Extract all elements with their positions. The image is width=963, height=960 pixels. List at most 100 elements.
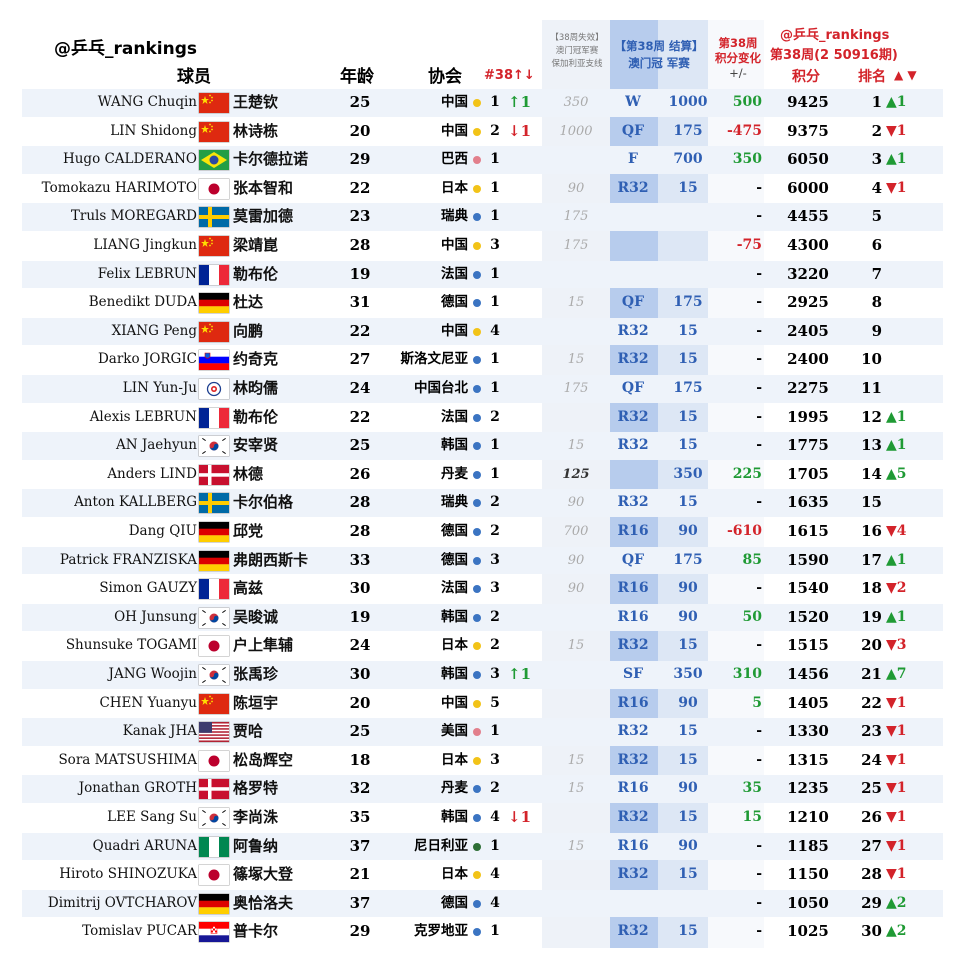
table-row: AN Jaehyun 安宰贤 25 韩国 1 15 R32 15 - 1775 13 ▲1 bbox=[22, 432, 943, 461]
association-dot-icon bbox=[473, 242, 481, 250]
points-change: 310 bbox=[732, 666, 762, 682]
germany-flag-icon bbox=[199, 293, 229, 314]
china-flag-icon bbox=[199, 321, 229, 342]
total-points: 2405 bbox=[787, 321, 829, 340]
player-age: 29 bbox=[349, 150, 371, 169]
germany-flag-icon bbox=[199, 893, 229, 914]
player-age: 20 bbox=[349, 693, 371, 712]
table-row: Quadri ARUNA 阿鲁纳 37 尼日利亚 1 15 R16 90 - 1185 27 ▼1 bbox=[22, 832, 943, 862]
player-association: 德国 bbox=[441, 523, 468, 539]
rank-number: 1 bbox=[871, 93, 882, 111]
points-change: -75 bbox=[736, 237, 762, 253]
player-name-zh: 林德 bbox=[233, 464, 264, 483]
rank-change: ▼1 bbox=[886, 751, 907, 768]
points-change: - bbox=[756, 208, 762, 225]
association-dot-icon bbox=[473, 499, 481, 508]
association-dot-icon bbox=[473, 184, 481, 193]
points-change: - bbox=[756, 723, 762, 740]
week-round-result: QF bbox=[621, 551, 645, 568]
expiring-points: 350 bbox=[563, 95, 589, 110]
total-points: 4300 bbox=[787, 236, 829, 254]
rank-number: 10 bbox=[861, 350, 882, 369]
week-result-header: 【第38周 结算】 澳门冠 军赛 bbox=[608, 38, 710, 72]
table-row: LIN Yun-Ju 林昀儒 24 中国台北 1 175 QF 175 - 2275 11 bbox=[22, 375, 943, 404]
row-band bbox=[22, 432, 943, 460]
association-dot-icon bbox=[473, 327, 481, 336]
points-change: - bbox=[756, 351, 762, 368]
association-dot-icon bbox=[473, 842, 481, 851]
table-row: CHEN Yuanyu 陈垣宇 20 中国 5 R16 90 5 1405 22 ▼1 bbox=[22, 690, 943, 719]
total-points: 1330 bbox=[787, 722, 829, 741]
expiring-points: 1000 bbox=[559, 123, 593, 139]
rank-change: ▼1 bbox=[886, 780, 907, 797]
tpe-flag-icon bbox=[199, 379, 229, 399]
rank-number: 12 bbox=[861, 407, 882, 426]
player-name-zh: 林诗栋 bbox=[233, 121, 279, 140]
player-name-en: Anders LIND bbox=[107, 465, 197, 482]
week-points: 15 bbox=[678, 179, 698, 196]
handle-title: @乒乓_rankings bbox=[54, 39, 197, 59]
rank-number: 7 bbox=[871, 264, 882, 283]
association-count: 1 bbox=[490, 179, 500, 196]
player-association: 瑞典 bbox=[441, 494, 468, 511]
points-change: - bbox=[756, 437, 762, 454]
week-round-result: R32 bbox=[617, 322, 649, 339]
expiring-points: 15 bbox=[567, 295, 585, 311]
expiring-points: 125 bbox=[562, 466, 590, 482]
player-name-en: Alexis LEBRUN bbox=[89, 408, 197, 425]
table-row: Anton KALLBERG 卡尔伯格 28 瑞典 2 90 R32 15 - 1635 15 bbox=[22, 489, 943, 518]
total-points: 2400 bbox=[787, 350, 829, 369]
association-dot-icon bbox=[473, 470, 481, 479]
table-row: Anders LIND 林德 26 丹麦 1 125 350 225 1705 14 ▲5 bbox=[22, 461, 943, 490]
week-points: 90 bbox=[678, 580, 698, 597]
points-change: 350 bbox=[732, 151, 762, 168]
rank-change: ▲1 bbox=[886, 551, 907, 568]
week-round-result: R32 bbox=[617, 437, 649, 454]
week-round-result: R16 bbox=[617, 608, 649, 625]
player-name-zh: 张禹珍 bbox=[233, 665, 279, 683]
germany-flag-icon bbox=[199, 522, 229, 542]
china-flag-icon bbox=[199, 693, 229, 714]
rankings-sheet: @乒乓_rankings 球员 年龄 协会 #38↑↓ 【38周失效】 澳门冠军… bbox=[22, 20, 943, 948]
week-round-result: R32 bbox=[617, 866, 649, 883]
player-age: 31 bbox=[349, 293, 371, 312]
total-points: 1405 bbox=[787, 693, 829, 712]
week-points: 700 bbox=[673, 151, 703, 168]
china-flag-icon bbox=[199, 93, 229, 113]
player-age: 23 bbox=[349, 207, 371, 226]
player-age: 28 bbox=[349, 522, 371, 540]
week-round-result: R32 bbox=[617, 809, 649, 825]
rank-number: 4 bbox=[871, 178, 882, 197]
rank-change: ▲5 bbox=[886, 465, 907, 482]
player-name-zh: 奥恰洛夫 bbox=[233, 893, 294, 912]
week-round-result: R16 bbox=[617, 837, 649, 854]
korea-flag-icon bbox=[199, 808, 229, 828]
player-name-zh: 阿鲁纳 bbox=[233, 836, 279, 855]
table-row: Tomislav PUCAR 普卡尔 29 克罗地亚 1 R32 15 - 1025 30 ▲2 bbox=[22, 918, 943, 947]
player-name-en: LEE Sang Su bbox=[107, 809, 197, 825]
denmark-flag-icon bbox=[199, 779, 229, 800]
row-band bbox=[22, 661, 943, 689]
germany-flag-icon bbox=[199, 550, 229, 571]
total-points: 4455 bbox=[787, 207, 829, 226]
total-points: 1775 bbox=[787, 436, 829, 455]
week-round-result: R16 bbox=[617, 694, 649, 711]
row-band bbox=[22, 718, 943, 746]
player-name-zh: 安宰贤 bbox=[233, 436, 279, 455]
count-change: ↑1 bbox=[508, 93, 532, 111]
rank-number: 28 bbox=[861, 865, 882, 884]
table-row: Hiroto SHINOZUKA 篠塚大登 21 日本 4 R32 15 - 1150 28 ▼1 bbox=[22, 861, 943, 890]
association-count: 2 bbox=[490, 122, 500, 139]
player-name-zh: 普卡尔 bbox=[233, 922, 279, 941]
player-age: 26 bbox=[349, 464, 371, 483]
week-points: 175 bbox=[673, 294, 703, 311]
association-dot-icon bbox=[473, 213, 481, 222]
player-age: 28 bbox=[349, 236, 371, 254]
player-association: 德国 bbox=[441, 294, 468, 311]
player-name-zh: 吴晙诚 bbox=[233, 607, 279, 626]
rank-change: ▲2 bbox=[886, 923, 907, 940]
player-name-zh: 松岛辉空 bbox=[233, 750, 294, 769]
week-round-result: R16 bbox=[617, 580, 649, 597]
player-name-zh: 杜达 bbox=[233, 293, 264, 312]
player-name-en: Simon GAUZY bbox=[99, 580, 197, 597]
